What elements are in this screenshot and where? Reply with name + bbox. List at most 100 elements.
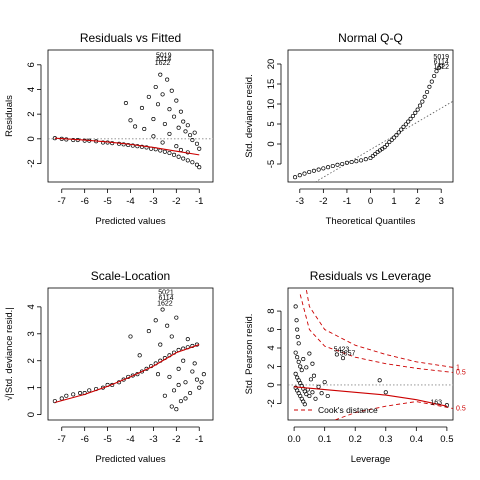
data-point [171, 388, 177, 393]
plot-3: Scale-Location -7 -6 -5 -4 -3 -2 -1 0 1 2 3 4 Predict… [4, 269, 214, 465]
cooks-contour-label: 0.5 [456, 405, 466, 412]
data-point [194, 162, 200, 167]
smoother-line [54, 137, 200, 156]
data-point [307, 393, 312, 399]
data-point [169, 404, 174, 409]
data-point [340, 356, 346, 361]
data-point [87, 388, 92, 393]
cooks-contour [299, 294, 453, 373]
data-point [178, 109, 183, 114]
data-point [160, 92, 165, 97]
data-point [325, 393, 330, 399]
data-point [408, 116, 413, 121]
plot-frame [47, 49, 214, 183]
data-point [394, 133, 399, 138]
point-label: 5021 [158, 290, 174, 297]
cooks-legend-label: Cook's distance [318, 405, 378, 415]
data-point [178, 147, 183, 152]
data-point [439, 63, 444, 68]
cooks-contour [333, 401, 453, 420]
data-point [406, 119, 411, 124]
y-tick-label: 10 [266, 99, 277, 110]
data-point [326, 165, 331, 170]
x-axis-label: Leverage [351, 454, 391, 465]
x-tick-label: -3 [149, 434, 157, 445]
x-tick-label: 0.0 [288, 434, 301, 445]
data-point [302, 402, 307, 407]
data-point [158, 72, 163, 77]
y-tick-label: 0 [26, 136, 37, 141]
data-point [158, 342, 163, 347]
data-point [146, 94, 151, 99]
data-point [139, 369, 145, 374]
plot-area [288, 288, 453, 420]
data-point [370, 153, 375, 159]
x-tick-label: -2 [172, 196, 180, 207]
data-point [422, 94, 427, 99]
plot-area [48, 72, 213, 170]
y-tick-label: 4 [26, 87, 37, 92]
plot-1: Residuals vs Fitted -7 -6 -5 -4 -3 -2 -1 -2 0 2 4 6 P… [4, 31, 214, 227]
data-point [436, 65, 441, 71]
data-point [190, 369, 195, 374]
data-point [185, 123, 190, 128]
y-tick-label: 4 [266, 345, 277, 350]
data-point [197, 385, 202, 390]
y-tick-label: 5 [266, 121, 277, 126]
x-tick-label: -1 [195, 434, 203, 445]
x-tick-label: 0.5 [440, 434, 453, 445]
point-label: 5423 [334, 347, 350, 354]
data-point [155, 372, 161, 377]
y-tick-label: 15 [266, 79, 277, 90]
data-point [420, 99, 425, 104]
data-point [188, 133, 193, 138]
data-point [311, 373, 317, 378]
y-axis-label: √|Std. deviance resid.| [4, 307, 15, 401]
data-point [295, 355, 300, 360]
data-point [176, 366, 181, 371]
data-point [181, 119, 186, 124]
data-point [155, 102, 161, 107]
y-tick-label: 20 [266, 59, 277, 70]
x-tick-label: -6 [80, 434, 88, 445]
data-point [137, 353, 142, 358]
data-point [110, 141, 115, 146]
plot-frame [287, 49, 454, 183]
x-tick-label: 1 [391, 196, 396, 207]
data-point [293, 371, 298, 376]
data-point [311, 168, 316, 173]
y-tick-label: -2 [26, 159, 37, 167]
data-point [181, 156, 186, 161]
data-point [185, 158, 190, 163]
data-point [377, 378, 382, 383]
data-point [183, 380, 188, 385]
data-point [167, 374, 172, 379]
data-point [71, 392, 76, 397]
data-point [384, 142, 390, 147]
data-point [64, 393, 69, 398]
data-point [181, 358, 186, 363]
point-label: 163 [430, 399, 442, 406]
data-point [334, 352, 339, 357]
plot-area [52, 307, 206, 412]
x-axis-label: Predicted values [95, 454, 165, 465]
data-point [183, 396, 188, 401]
data-point [444, 403, 449, 408]
data-point [425, 89, 430, 95]
data-point [304, 392, 309, 397]
x-tick-label: 0 [368, 196, 373, 207]
y-tick-label: 8 [266, 308, 277, 313]
data-point [403, 122, 408, 127]
data-point [344, 160, 349, 165]
data-point [162, 149, 167, 154]
data-point [169, 88, 174, 93]
data-point [313, 396, 318, 401]
x-tick-label: 0.1 [318, 434, 331, 445]
data-point [199, 380, 204, 385]
data-point [399, 127, 404, 132]
data-point [188, 391, 193, 396]
data-point [171, 114, 177, 119]
data-point [298, 364, 303, 369]
data-point [158, 148, 163, 153]
